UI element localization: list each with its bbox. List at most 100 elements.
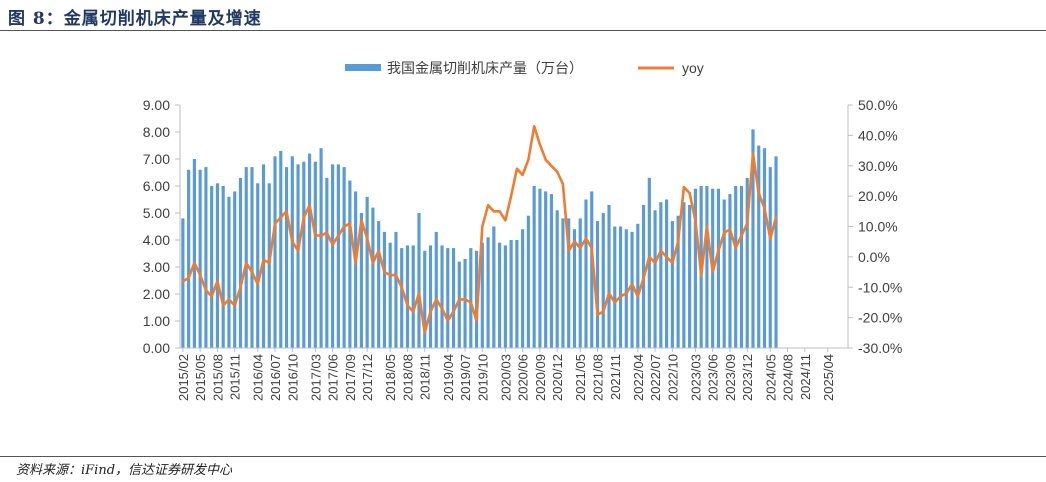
yoy-point: [418, 292, 420, 295]
bar: [734, 186, 738, 348]
right-tick-label: 10.0%: [858, 219, 898, 235]
yoy-point: [366, 237, 368, 240]
yoy-point: [711, 271, 714, 273]
yoy-point: [516, 167, 518, 170]
bar: [716, 188, 721, 348]
yoy-point: [470, 301, 472, 304]
legend: 我国金属切削机床产量（万台） yoy: [345, 60, 704, 76]
right-tick-label: -30.0%: [858, 340, 902, 356]
bar: [601, 213, 605, 348]
yoy-point: [533, 125, 535, 128]
right-tick-label: -10.0%: [858, 279, 902, 295]
yoy-point: [216, 280, 219, 282]
bar: [647, 177, 651, 348]
yoy-point: [596, 313, 599, 316]
bar: [233, 191, 237, 348]
yoy-point: [763, 207, 766, 210]
x-tick-label: 2016/10: [285, 354, 300, 401]
bar: [590, 191, 594, 348]
bar: [273, 156, 277, 348]
yoy-point: [631, 283, 633, 286]
bar: [423, 250, 427, 348]
yoy-point: [625, 292, 628, 295]
yoy-point: [285, 210, 288, 213]
bar: [584, 199, 588, 348]
bar: [544, 191, 548, 348]
yoy-point: [510, 195, 512, 197]
bar: [428, 245, 433, 348]
bar: [705, 186, 709, 348]
bar: [400, 248, 404, 348]
bar: [296, 164, 300, 348]
right-tick-label: -20.0%: [858, 310, 902, 326]
yoy-point: [539, 143, 541, 146]
yoy-point: [504, 219, 507, 222]
x-tick-label: 2020/06: [516, 354, 531, 401]
bar: [659, 202, 663, 348]
yoy-point: [637, 295, 639, 298]
yoy-point: [406, 304, 409, 307]
yoy-point: [717, 250, 720, 252]
yoy-point: [279, 216, 282, 219]
x-tick-label: 2020/03: [498, 354, 513, 401]
bar: [486, 237, 490, 348]
x-tick-label: 2015/08: [210, 354, 225, 401]
yoy-point: [642, 277, 645, 279]
yoy-point: [337, 234, 340, 237]
left-tick-label: 6.00: [143, 178, 170, 194]
yoy-point: [452, 310, 455, 313]
yoy-point: [706, 225, 708, 228]
yoy-point: [372, 262, 374, 264]
bar: [325, 177, 329, 348]
yoy-point: [677, 240, 679, 243]
x-tick-label: 2017/09: [343, 354, 358, 401]
bar: [665, 199, 669, 348]
left-tick-label: 7.00: [143, 151, 170, 167]
yoy-point: [412, 310, 415, 313]
bar: [762, 148, 767, 348]
yoy-point: [239, 286, 242, 289]
bar: [624, 229, 628, 348]
bar: [578, 218, 582, 348]
x-tick-label: 2021/08: [591, 354, 606, 401]
x-tick-label: 2019/04: [441, 354, 456, 401]
source-note: 资料来源：iFind，信达证券研发中心: [16, 463, 233, 478]
yoy-point: [446, 319, 449, 322]
bar: [745, 177, 749, 348]
yoy-point: [602, 310, 605, 313]
bar: [613, 226, 617, 348]
yoy-point: [723, 231, 725, 234]
x-tick-label: 2023/12: [740, 354, 755, 401]
bar: [774, 156, 778, 348]
bar: [618, 226, 623, 348]
bar: [302, 161, 306, 348]
yoy-point: [556, 171, 558, 173]
yoy-point: [326, 231, 328, 234]
yoy-point: [769, 237, 772, 240]
bar: [739, 186, 744, 348]
left-tick-label: 2.00: [143, 286, 170, 302]
yoy-point: [493, 210, 495, 213]
bar: [503, 245, 507, 348]
yoy-point: [579, 246, 582, 249]
bar: [595, 221, 600, 348]
x-tick-label: 2019/07: [458, 354, 473, 401]
yoy-point: [608, 292, 610, 295]
x-tick-label: 2019/10: [475, 354, 490, 401]
left-tick-label: 9.00: [143, 97, 170, 113]
x-tick-label: 2018/11: [418, 354, 433, 400]
bar: [244, 167, 248, 348]
title-rule: [0, 30, 1046, 31]
yoy-point: [688, 192, 691, 194]
right-tick-label: 20.0%: [858, 188, 898, 204]
yoy-point: [256, 283, 259, 286]
bar: [768, 167, 772, 348]
yoy-point: [389, 274, 391, 276]
yoy-point: [268, 262, 271, 264]
yoy-point: [274, 222, 276, 225]
yoy-point: [464, 298, 466, 301]
x-tick-label: 2017/12: [360, 354, 375, 401]
yoy-point: [527, 158, 530, 161]
bar: [394, 231, 398, 348]
bar: [261, 164, 266, 348]
